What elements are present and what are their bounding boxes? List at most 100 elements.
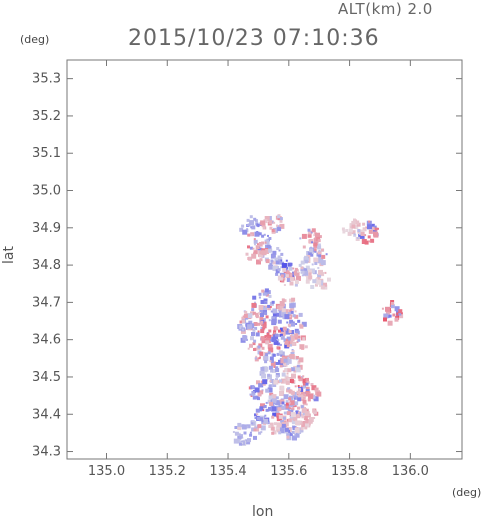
heatmap-cell — [276, 265, 280, 269]
heatmap-cell — [309, 268, 315, 274]
heatmap-cell — [277, 227, 282, 232]
heatmap-cell — [255, 395, 259, 399]
heatmap-cell — [257, 243, 259, 246]
heatmap-cell — [323, 282, 327, 287]
heatmap-cell — [258, 408, 262, 412]
heatmap-cell — [279, 391, 283, 396]
heatmap-cell — [286, 358, 292, 364]
heatmap-cell — [285, 259, 288, 262]
heatmap-cell — [281, 356, 285, 360]
heatmap-cell — [305, 382, 309, 386]
heatmap-cell — [289, 400, 295, 406]
heatmap-cell — [315, 278, 318, 282]
heatmap-cell — [316, 391, 322, 397]
heatmap-cell — [388, 314, 392, 318]
heatmap-cell — [267, 373, 271, 377]
heatmap-cell — [254, 326, 258, 330]
heatmap-cell — [252, 311, 256, 315]
heatmap-cell — [253, 250, 258, 255]
y-tick-label: 35.0 — [32, 184, 61, 199]
heatmap-cell — [285, 338, 288, 341]
heatmap-cell — [259, 356, 261, 359]
heatmap-cell — [263, 307, 267, 312]
heatmap-cell — [301, 422, 307, 428]
heatmap-cell — [287, 368, 292, 373]
heatmap-cell — [268, 294, 272, 298]
heatmap-cell — [239, 320, 243, 324]
heatmap-cell — [294, 267, 298, 271]
heatmap-cell — [312, 409, 316, 413]
heatmap-cell — [239, 227, 244, 232]
heatmap-cell — [298, 387, 302, 391]
x-tick-label: 135.6 — [270, 464, 307, 479]
heatmap-cell — [288, 418, 292, 422]
heatmap-cell — [254, 387, 260, 393]
heatmap-cell — [296, 364, 300, 368]
heatmap-cell — [264, 312, 268, 316]
heatmap-cell — [274, 422, 277, 426]
heatmap-cell — [276, 401, 281, 406]
y-tick-label: 34.7 — [32, 295, 61, 310]
heatmap-cell — [267, 343, 273, 349]
heatmap-cell — [308, 419, 313, 424]
heatmap-cell — [275, 333, 278, 337]
heatmap-cell — [295, 433, 300, 438]
heatmap-cell — [254, 243, 256, 246]
heatmap-cell — [364, 240, 369, 245]
heatmap-cell — [267, 234, 269, 237]
chart-timestamp-title: 2015/10/23 07:10:36 — [128, 26, 380, 51]
heatmap-cell — [285, 400, 289, 404]
heatmap-cell — [269, 356, 274, 361]
heatmap-cell — [246, 338, 248, 341]
heatmap-cell — [277, 268, 281, 272]
heatmap-cell — [279, 217, 283, 221]
heatmap-cell — [282, 370, 285, 373]
heatmap-cell — [308, 417, 314, 422]
heatmap-cell — [296, 358, 298, 361]
heatmap-cell — [301, 407, 307, 413]
heatmap-cell — [251, 332, 255, 336]
heatmap-cell — [280, 428, 285, 434]
heatmap-cell — [277, 407, 282, 412]
heatmap-cell — [252, 295, 257, 300]
heatmap-cell — [263, 298, 268, 303]
heatmap-cell — [299, 420, 303, 424]
heatmap-cell — [254, 357, 257, 360]
heatmap-cell — [264, 288, 269, 293]
heatmap-cell — [280, 252, 284, 256]
heatmap-cell — [251, 390, 256, 395]
heatmap-cell — [257, 392, 262, 397]
heatmap-cell — [241, 319, 245, 323]
heatmap-cell — [256, 380, 260, 385]
heatmap-cell — [264, 241, 267, 244]
heatmap-cell — [288, 409, 294, 415]
heatmap-cell — [255, 315, 259, 319]
heatmap-cell — [273, 339, 279, 345]
heatmap-cell — [284, 368, 289, 373]
heatmap-cell — [275, 261, 278, 263]
heatmap-cell — [260, 336, 265, 341]
heatmap-cell — [270, 339, 272, 342]
heatmap-cell — [371, 226, 375, 230]
heatmap-cell — [286, 344, 290, 348]
heatmap-cell — [270, 253, 276, 259]
heatmap-cell — [258, 242, 263, 247]
altitude-label: ALT(km) 2.0 — [338, 0, 433, 18]
heatmap-cell — [377, 227, 379, 230]
heatmap-cell — [257, 345, 261, 349]
heatmap-cell — [264, 360, 268, 364]
heatmap-cell — [353, 233, 356, 236]
heatmap-cell — [283, 394, 289, 400]
heatmap-cell — [272, 266, 278, 271]
heatmap-cell — [304, 426, 308, 430]
heatmap-cell — [253, 217, 257, 221]
heatmap-cell — [297, 319, 301, 323]
heatmap-cell — [320, 285, 325, 290]
heatmap-cell — [258, 343, 263, 348]
heatmap-cell — [309, 239, 313, 244]
heatmap-cell — [298, 357, 304, 363]
heatmap-cell — [292, 435, 297, 441]
heatmap-cell — [271, 398, 277, 404]
heatmap-cell — [268, 347, 274, 353]
